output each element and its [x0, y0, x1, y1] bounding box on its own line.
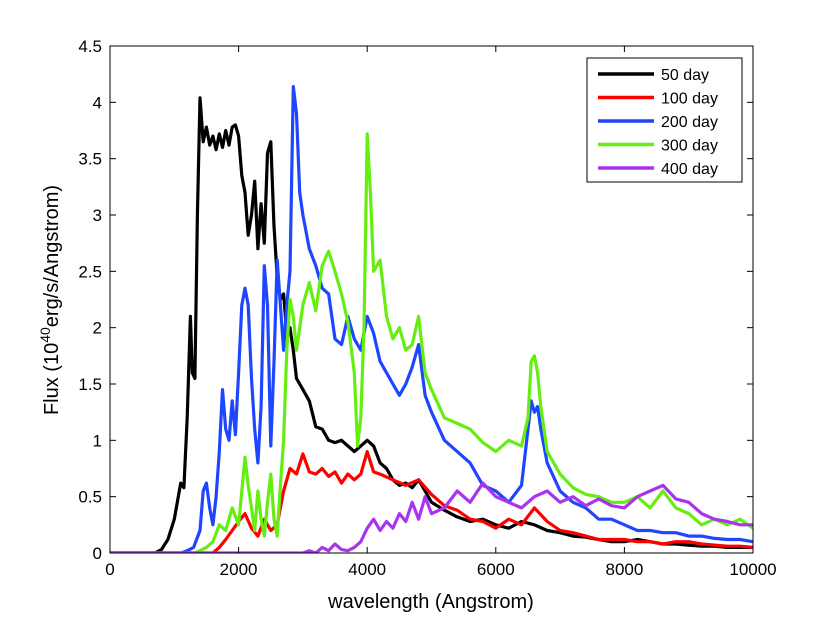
x-tick-label: 2000 [220, 560, 258, 579]
x-tick-label: 0 [105, 560, 114, 579]
y-axis-label: Flux (1040erg/s/Angstrom) [37, 185, 63, 415]
series-layer [110, 84, 753, 553]
legend-label: 300 day [661, 138, 718, 155]
legend-label: 200 day [661, 114, 718, 131]
x-tick-label: 10000 [729, 560, 776, 579]
plot-area-frame [109, 45, 754, 554]
legend-label: 100 day [661, 91, 718, 108]
series-line-50-day [110, 96, 753, 553]
y-tick-label: 4 [93, 93, 102, 112]
y-tick-label: 2.5 [78, 262, 102, 281]
x-tick-label: 4000 [348, 560, 386, 579]
series-line-400-day [110, 481, 753, 553]
y-tick-label: 4.5 [78, 37, 102, 56]
x-tick-label: 6000 [477, 560, 515, 579]
legend: 50 day 100 day 200 day 300 day 400 day [586, 57, 743, 183]
y-tick-label: 0.5 [78, 488, 102, 507]
y-tick-label: 3 [93, 206, 102, 225]
y-tick-label: 3.5 [78, 150, 102, 169]
series-line-300-day [110, 132, 753, 553]
legend-label: 400 day [661, 161, 718, 178]
x-axis-label: wavelength (Angstrom) [327, 591, 534, 613]
y-axis: 0 0.5 1 1.5 2 2.5 3 3.5 4 4.5 [78, 37, 753, 563]
legend-label: 50 day [661, 67, 709, 84]
y-tick-label: 1.5 [78, 375, 102, 394]
y-tick-label: 1 [93, 431, 102, 450]
y-tick-label: 0 [93, 544, 102, 563]
x-tick-label: 8000 [605, 560, 643, 579]
y-tick-label: 2 [93, 319, 102, 338]
x-axis: 0 2000 4000 6000 8000 10000 [105, 46, 777, 579]
